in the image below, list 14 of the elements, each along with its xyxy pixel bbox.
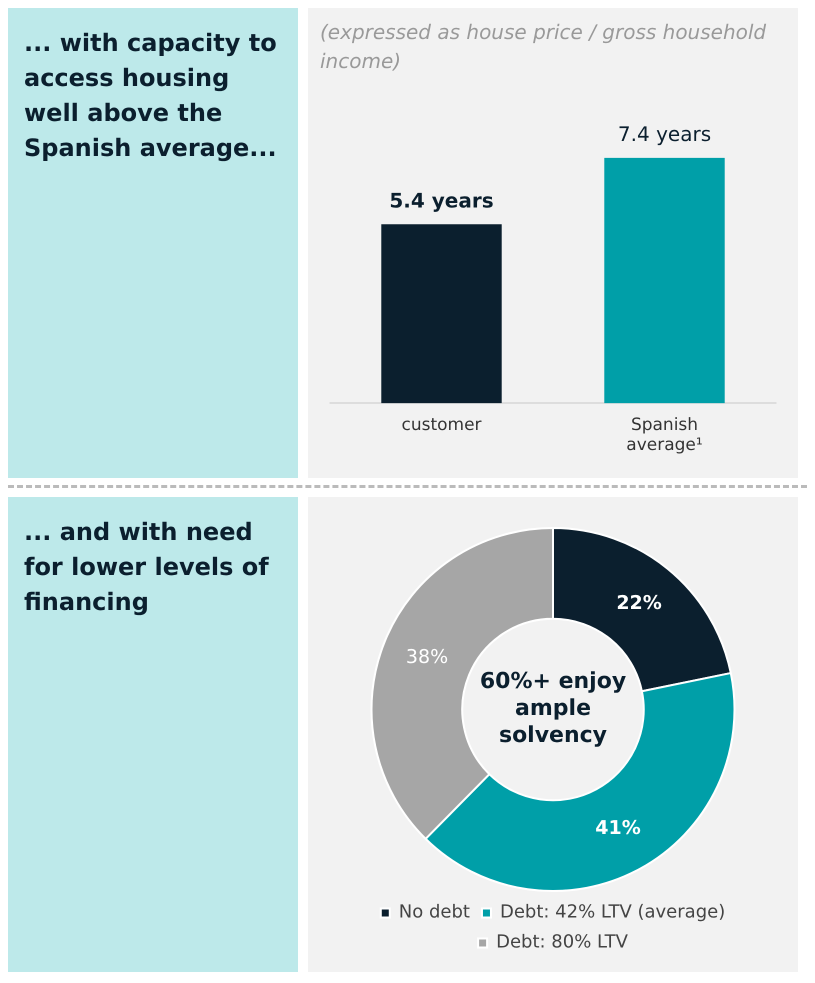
text: ... and with need for lower levels of financing: [24, 517, 270, 618]
data-label: 22%: [616, 592, 662, 614]
x-tick-label: Spanish average¹: [626, 414, 703, 456]
data-label: 5.4 years: [389, 188, 494, 212]
data-label: 7.4 years: [618, 122, 712, 146]
data-label: 38%: [406, 646, 448, 668]
legend-label: Debt: 42% LTV (average): [500, 902, 726, 923]
legend-label: Debt: 80% LTV: [496, 932, 629, 953]
chart-subtitle: (expressed as house price / gross household income): [320, 19, 768, 75]
text: 60%+ enjoy ample solvency: [480, 669, 626, 748]
data-label: 41%: [595, 817, 641, 840]
chart-title: ... with capacity to access housing well above the Spanish average...: [24, 28, 278, 164]
x-tick-label: customer: [401, 414, 482, 435]
legend-label: No debt: [398, 902, 470, 923]
